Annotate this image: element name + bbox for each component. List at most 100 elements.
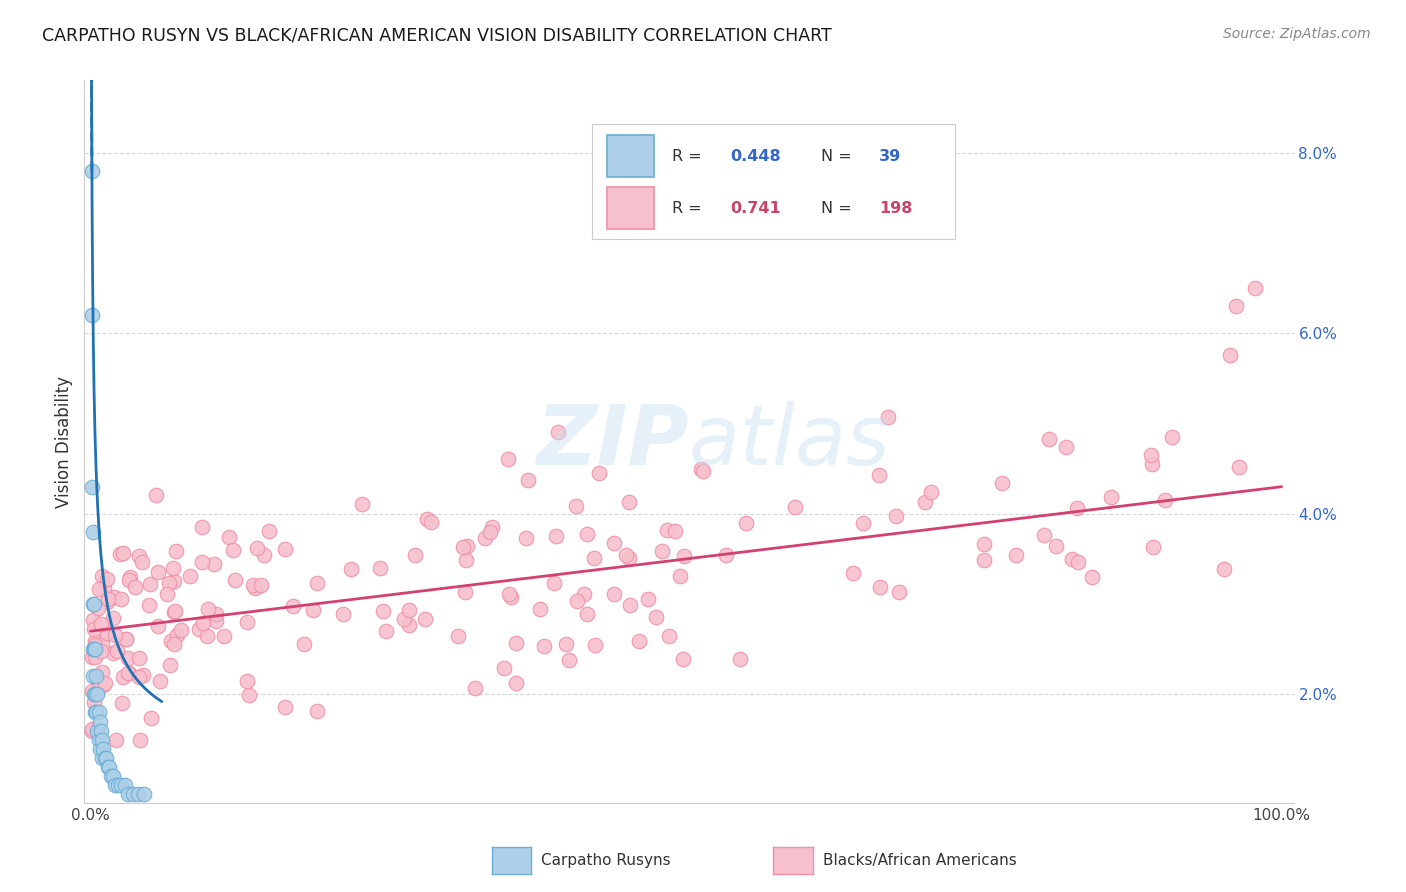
Point: [104, 628, 127, 642]
Point: [914, 495, 936, 509]
Point: [619, 598, 641, 612]
Point: [91, 665, 114, 679]
Point: [132, 787, 155, 801]
Point: [1140, 448, 1163, 462]
Point: [86, 687, 108, 701]
Point: [673, 549, 696, 563]
Point: [1213, 562, 1236, 576]
Point: [236, 615, 259, 630]
Point: [205, 607, 228, 621]
Point: [82, 669, 104, 683]
Point: [94, 750, 117, 764]
Point: [84, 642, 107, 657]
Point: [1038, 432, 1060, 446]
Point: [505, 675, 527, 690]
Point: [614, 548, 637, 562]
Point: [655, 523, 678, 537]
Point: [162, 574, 184, 588]
Text: 39: 39: [879, 148, 901, 163]
Point: [80, 480, 103, 494]
Point: [84, 634, 107, 648]
Point: [87, 732, 110, 747]
Point: [110, 547, 132, 561]
Point: [191, 615, 214, 630]
Point: [669, 569, 692, 583]
Text: Blacks/African Americans: Blacks/African Americans: [823, 854, 1017, 868]
Point: [456, 539, 478, 553]
Point: [583, 551, 606, 566]
Point: [920, 484, 942, 499]
Point: [222, 542, 245, 557]
Point: [1062, 552, 1084, 566]
Point: [156, 587, 179, 601]
Point: [89, 741, 111, 756]
Point: [454, 585, 477, 599]
Point: [157, 576, 180, 591]
Point: [83, 687, 105, 701]
Point: [218, 530, 240, 544]
Point: [93, 582, 115, 596]
Point: [93, 741, 115, 756]
Point: [583, 638, 606, 652]
Point: [80, 308, 103, 322]
Point: [90, 723, 112, 738]
Point: [163, 637, 186, 651]
Point: [555, 637, 578, 651]
Point: [1067, 555, 1090, 569]
Point: [104, 778, 127, 792]
Point: [783, 500, 806, 514]
Text: CARPATHO RUSYN VS BLACK/AFRICAN AMERICAN VISION DISABILITY CORRELATION CHART: CARPATHO RUSYN VS BLACK/AFRICAN AMERICAN…: [42, 27, 832, 45]
Point: [90, 637, 112, 651]
Point: [1225, 299, 1247, 313]
Point: [517, 473, 540, 487]
Text: 0.741: 0.741: [730, 201, 780, 216]
Point: [529, 601, 551, 615]
Point: [1066, 501, 1088, 516]
Point: [1219, 348, 1241, 362]
Point: [97, 760, 120, 774]
Point: [83, 642, 105, 657]
Point: [574, 587, 596, 601]
Point: [146, 618, 169, 632]
Point: [163, 605, 186, 619]
Point: [728, 652, 751, 666]
Point: [83, 597, 105, 611]
Text: R =: R =: [672, 148, 707, 163]
Point: [149, 674, 172, 689]
Point: [179, 568, 201, 582]
Text: N =: N =: [821, 201, 856, 216]
Point: [166, 628, 188, 642]
Point: [672, 652, 695, 666]
Point: [973, 553, 995, 567]
Point: [111, 696, 134, 710]
Point: [876, 409, 898, 424]
Point: [841, 566, 863, 580]
Point: [82, 642, 104, 657]
Point: [110, 778, 132, 792]
Text: atlas: atlas: [689, 401, 890, 482]
Point: [114, 632, 136, 647]
Point: [370, 561, 392, 575]
Point: [101, 769, 124, 783]
Point: [80, 724, 103, 739]
Point: [398, 603, 420, 617]
Point: [868, 467, 890, 482]
Text: 198: 198: [879, 201, 912, 216]
Point: [117, 787, 139, 801]
Point: [107, 778, 129, 792]
Point: [257, 524, 280, 539]
Point: [127, 787, 149, 801]
Point: [84, 706, 107, 720]
Point: [332, 607, 354, 622]
Point: [392, 612, 415, 626]
Text: 0.448: 0.448: [730, 148, 780, 163]
Point: [454, 553, 477, 567]
Point: [307, 576, 329, 591]
Point: [651, 544, 673, 558]
Point: [544, 528, 567, 542]
Point: [124, 580, 146, 594]
Point: [415, 512, 437, 526]
Point: [889, 585, 911, 599]
Text: Source: ZipAtlas.com: Source: ZipAtlas.com: [1223, 27, 1371, 41]
Point: [603, 536, 626, 550]
